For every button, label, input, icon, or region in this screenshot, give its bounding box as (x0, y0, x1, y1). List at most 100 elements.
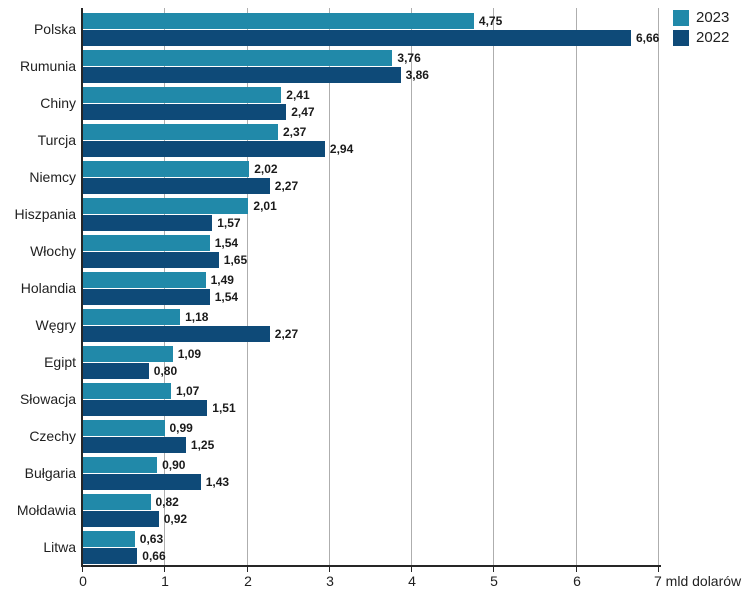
category-label-15: Litwa (43, 539, 76, 555)
value-label-2022-2: 3,86 (405, 68, 429, 82)
category-label-5: Niemcy (29, 169, 76, 185)
x-tick-label-5: 5 (490, 573, 498, 589)
bar-2022-1 (83, 30, 631, 46)
category-label-8: Holandia (20, 280, 76, 296)
value-label-2023-13: 0,90 (162, 458, 186, 472)
bar-2023-11 (83, 383, 171, 399)
x-tick-label-0: 0 (79, 573, 87, 589)
value-label-2023-8: 1,49 (210, 273, 234, 287)
bar-2023-13 (83, 457, 158, 473)
bar-2023-3 (83, 87, 282, 103)
value-label-2022-13: 1,43 (205, 475, 230, 489)
bar-2023-10 (83, 346, 173, 362)
value-label-2022-5: 2,27 (274, 179, 299, 193)
tick-mark-4 (411, 567, 412, 572)
value-label-2023-15: 0,63 (139, 532, 164, 546)
x-tick-label-2: 2 (244, 573, 252, 589)
legend-swatch-2022 (673, 29, 689, 46)
category-label-13: Bułgaria (24, 465, 76, 481)
bar-2023-15 (83, 531, 135, 547)
value-label-2023-9: 1,18 (185, 310, 209, 324)
bar-2023-8 (83, 272, 206, 288)
tick-mark-0 (82, 567, 83, 572)
bar-2022-2 (83, 67, 401, 83)
gridline-6 (576, 8, 577, 565)
legend-item-2022: 2022 (673, 29, 729, 46)
bar-2022-11 (83, 400, 208, 416)
bar-2023-12 (83, 420, 165, 436)
value-label-2022-12: 1,25 (190, 438, 215, 452)
value-label-2023-4: 2,37 (283, 125, 307, 139)
value-label-2023-2: 3,76 (397, 51, 421, 65)
tick-mark-3 (329, 567, 330, 572)
y-axis-line (81, 8, 83, 567)
bar-2023-5 (83, 161, 250, 177)
bar-2023-2 (83, 50, 393, 66)
gridline-3 (329, 8, 330, 565)
x-tick-label-7: 7 mld dolarów (654, 573, 742, 589)
value-label-2022-7: 1,65 (223, 253, 248, 267)
gridline-7 (658, 8, 659, 565)
value-label-2023-11: 1,07 (176, 384, 200, 398)
bar-2022-6 (83, 215, 213, 231)
value-label-2023-7: 1,54 (214, 236, 239, 250)
bar-2022-9 (83, 326, 270, 342)
bar-2022-7 (83, 252, 219, 268)
value-label-2022-6: 1,57 (217, 216, 241, 230)
x-tick-label-6: 6 (573, 573, 581, 589)
bar-2022-12 (83, 437, 186, 453)
category-label-6: Hiszpania (14, 206, 76, 222)
tick-mark-6 (576, 567, 577, 572)
value-label-2023-14: 0,82 (155, 495, 179, 509)
gridline-5 (493, 8, 494, 565)
category-label-14: Mołdawia (16, 502, 76, 518)
value-label-2023-3: 2,41 (286, 88, 310, 102)
bar-2023-4 (83, 124, 278, 140)
category-label-11: Słowacja (19, 391, 76, 407)
category-label-3: Chiny (40, 95, 76, 111)
legend-swatch-2023 (673, 9, 689, 26)
value-label-2022-9: 2,27 (274, 327, 299, 341)
value-label-2022-14: 0,92 (163, 512, 188, 526)
value-label-2023-10: 1,09 (177, 347, 202, 361)
bar-2022-13 (83, 474, 201, 490)
legend-label-2022: 2022 (696, 29, 730, 46)
category-label-7: Włochy (30, 243, 76, 259)
bar-2023-7 (83, 235, 210, 251)
value-label-2022-11: 1,51 (212, 401, 236, 415)
bar-2023-9 (83, 309, 181, 325)
legend: 2023 2022 (673, 9, 729, 49)
x-tick-label-4: 4 (408, 573, 416, 589)
x-tick-label-3: 3 (326, 573, 334, 589)
value-label-2023-5: 2,02 (254, 162, 278, 176)
category-label-4: Turcja (37, 132, 76, 148)
value-label-2022-10: 0,80 (153, 364, 178, 378)
category-label-2: Rumunia (19, 58, 76, 74)
bar-2023-14 (83, 494, 151, 510)
bar-2022-15 (83, 548, 138, 564)
category-label-1: Polska (33, 21, 76, 37)
bar-2023-1 (83, 13, 474, 29)
tick-mark-2 (247, 567, 248, 572)
value-label-2022-3: 2,47 (291, 105, 315, 119)
value-label-2022-8: 1,54 (214, 290, 239, 304)
bar-2022-8 (83, 289, 210, 305)
x-tick-label-1: 1 (161, 573, 169, 589)
category-label-9: Węgry (35, 317, 76, 333)
bar-2022-5 (83, 178, 270, 194)
bar-2022-10 (83, 363, 149, 379)
category-label-12: Czechy (29, 428, 76, 444)
legend-label-2023: 2023 (696, 9, 730, 26)
plot-area: 4,75 6,66 3,76 3,86 2,41 2,47 2,37 2,94 2,02 2,27… (83, 8, 659, 565)
value-label-2023-6: 2,01 (253, 199, 277, 213)
bar-2022-3 (83, 104, 287, 120)
value-label-2022-15: 0,66 (142, 549, 166, 563)
value-label-2023-12: 0,99 (169, 421, 193, 435)
category-label-10: Egipt (44, 354, 76, 370)
tick-mark-1 (164, 567, 165, 572)
gridline-4 (411, 8, 412, 565)
value-label-2023-1: 4,75 (478, 14, 503, 28)
tick-mark-7 (658, 567, 659, 572)
x-axis-line (81, 565, 661, 567)
